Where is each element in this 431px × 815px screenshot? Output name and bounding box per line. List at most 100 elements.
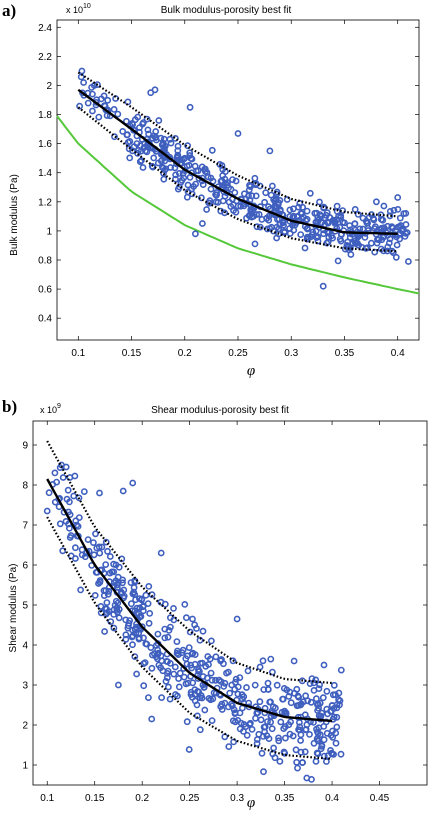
scatter-point <box>71 472 79 480</box>
scatter-point <box>276 221 284 228</box>
scatter-point <box>59 474 67 481</box>
scatter-point <box>167 139 175 147</box>
scatter-point <box>221 679 229 687</box>
scatter-point <box>166 614 174 622</box>
scatter-point <box>64 486 72 494</box>
scatter-point <box>310 679 318 687</box>
scatter-point <box>268 668 276 676</box>
scatter-point <box>141 140 149 147</box>
scatter-point <box>396 214 404 222</box>
scatter-point <box>346 233 354 241</box>
scatter-point <box>337 237 345 245</box>
scatter-point <box>59 547 67 555</box>
scatter-point <box>275 737 283 745</box>
scatter-point <box>144 694 152 701</box>
scatter-point-outlier <box>186 103 194 111</box>
scatter-point <box>210 689 218 697</box>
scatter-point <box>170 605 177 612</box>
scatter-point <box>303 774 311 782</box>
scatter-point <box>183 162 191 170</box>
scatter-point <box>244 667 252 675</box>
scatter-point <box>148 162 156 170</box>
scatter-point <box>117 588 125 596</box>
y-tick-label: 1 <box>46 226 52 237</box>
scatter-point-outlier <box>129 479 137 487</box>
scatter-point <box>402 209 410 217</box>
scatter-point <box>212 198 220 206</box>
scatter-point <box>275 230 282 238</box>
scatter-point-outlier <box>115 681 122 689</box>
scatter-point <box>314 237 322 245</box>
scatter-point <box>315 712 323 720</box>
scatter-point-outlier <box>147 89 155 97</box>
scatter-point <box>181 601 189 608</box>
scatter-point <box>320 661 328 669</box>
scatter-point <box>164 633 172 641</box>
scatter-point <box>174 651 182 658</box>
panel-b-title: Shear modulus-porosity best fit <box>151 405 289 416</box>
scatter-point <box>283 686 291 694</box>
scatter-point <box>67 532 75 539</box>
scatter-point <box>164 658 171 665</box>
scatter-point <box>112 561 120 569</box>
scatter-point <box>114 110 122 118</box>
y-tick-label: 6 <box>22 561 28 572</box>
scatter-point <box>378 236 386 244</box>
scatter-point <box>124 622 132 630</box>
scatter-point <box>290 212 298 220</box>
scatter-point <box>100 92 108 100</box>
scatter-point <box>143 115 151 123</box>
scatter-point <box>70 492 78 500</box>
scatter-point <box>252 714 259 722</box>
scatter-point <box>191 162 199 170</box>
panel-a-scale-multiplier: x 1010 <box>66 3 91 15</box>
scatter-point <box>281 734 289 742</box>
scatter-point <box>267 191 275 199</box>
scatter-point <box>189 615 196 623</box>
scatter-point <box>133 670 140 678</box>
scatter-point <box>147 644 155 651</box>
scatter-point <box>159 667 167 675</box>
scatter-point <box>240 693 248 701</box>
scatter-point <box>267 718 274 726</box>
scatter-point <box>271 754 279 762</box>
y-tick-label: 8 <box>22 481 28 492</box>
panel-a-bulk-modulus: a) x 1010 Bulk modulus-porosity best fit… <box>2 1 420 379</box>
y-tick-label: 1 <box>22 761 28 772</box>
scatter-point <box>289 732 297 740</box>
scatter-point <box>175 169 183 177</box>
scatter-point <box>141 659 149 666</box>
scatter-point <box>354 233 362 241</box>
scatter-point <box>328 702 336 709</box>
scatter-point <box>329 715 337 723</box>
scatter-point <box>201 165 209 173</box>
scatter-point <box>186 173 194 181</box>
scatter-point <box>264 679 272 687</box>
scatter-point <box>215 676 223 684</box>
scatter-point-outlier <box>372 198 380 206</box>
scatter-point <box>246 181 253 189</box>
scatter-point <box>308 231 316 238</box>
scatter-point <box>236 709 244 717</box>
scatter-point <box>303 233 311 241</box>
scatter-point <box>122 616 130 624</box>
scatter-point <box>142 591 150 599</box>
scatter-point <box>275 734 282 742</box>
scatter-point <box>318 742 326 750</box>
scatter-point <box>110 106 118 113</box>
scatter-point <box>45 489 53 497</box>
panel-b-multiplier-exponent: 9 <box>57 403 61 410</box>
scatter-point-outlier <box>266 147 274 155</box>
scatter-point <box>262 189 270 197</box>
scatter-point <box>264 718 271 725</box>
y-tick-label: 2.2 <box>38 52 52 63</box>
scatter-point <box>162 677 170 685</box>
scatter-point <box>208 146 216 154</box>
scatter-point <box>298 677 306 685</box>
scatter-point <box>62 518 70 525</box>
scatter-point <box>281 228 289 235</box>
scatter-point <box>236 674 244 681</box>
scatter-point <box>359 225 367 233</box>
scatter-point <box>316 198 323 206</box>
scatter-point <box>175 683 183 691</box>
